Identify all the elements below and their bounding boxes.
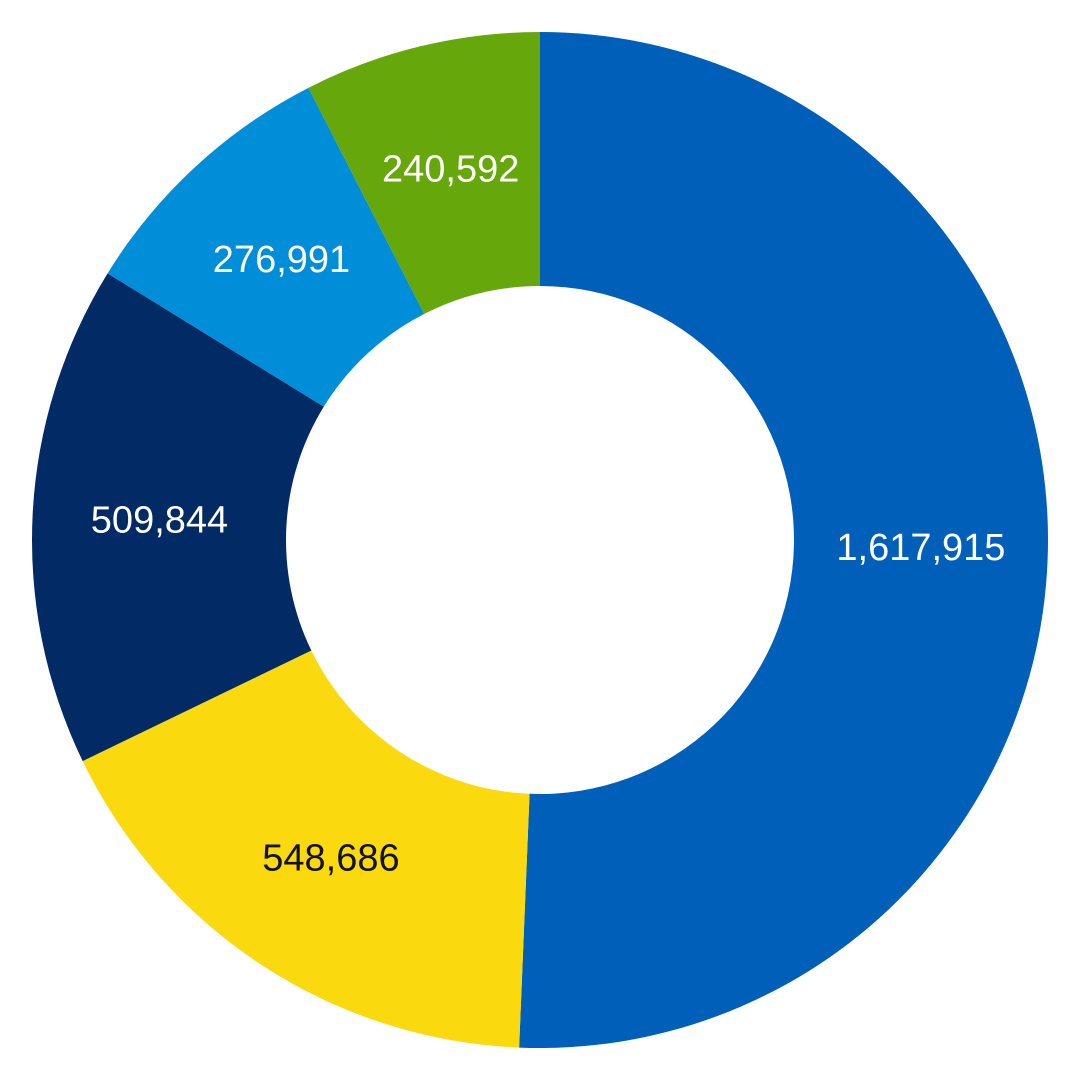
donut-slice-3 [107, 87, 425, 407]
slice-label-4: 240,592 [382, 149, 519, 191]
slice-label-1: 548,686 [262, 838, 399, 880]
slices-layer [31, 32, 1048, 1048]
donut-slice-0 [519, 32, 1048, 1048]
donut-slice-2 [31, 273, 324, 762]
donut-slice-1 [82, 650, 530, 1048]
slice-label-2: 509,844 [91, 500, 228, 542]
labels-layer: 1,617,915 548,686 509,844 276,991 240,592 [91, 149, 1006, 880]
slice-label-0: 1,617,915 [836, 527, 1005, 569]
slice-label-3: 276,991 [213, 239, 350, 281]
donut-slice-4 [308, 32, 540, 314]
